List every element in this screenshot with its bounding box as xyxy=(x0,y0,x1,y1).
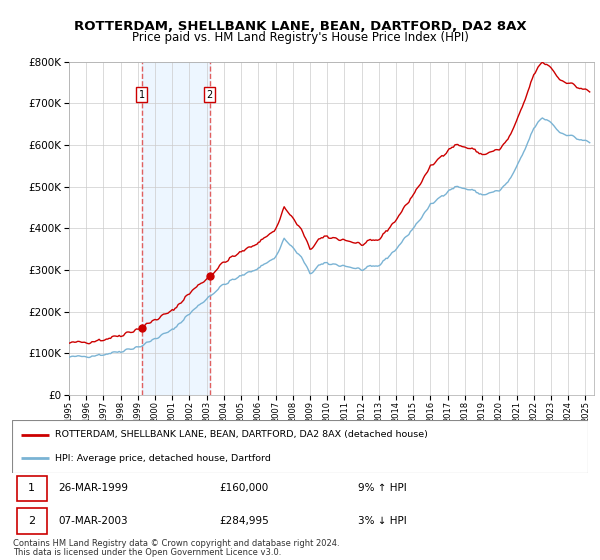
Text: Contains HM Land Registry data © Crown copyright and database right 2024.: Contains HM Land Registry data © Crown c… xyxy=(13,539,340,548)
FancyBboxPatch shape xyxy=(17,475,47,501)
Text: £284,995: £284,995 xyxy=(220,516,269,526)
Text: 07-MAR-2003: 07-MAR-2003 xyxy=(58,516,128,526)
Text: Price paid vs. HM Land Registry's House Price Index (HPI): Price paid vs. HM Land Registry's House … xyxy=(131,31,469,44)
Text: HPI: Average price, detached house, Dartford: HPI: Average price, detached house, Dart… xyxy=(55,454,271,463)
Text: 1: 1 xyxy=(139,90,145,100)
Text: 3% ↓ HPI: 3% ↓ HPI xyxy=(358,516,406,526)
Text: 2: 2 xyxy=(28,516,35,526)
Text: 26-MAR-1999: 26-MAR-1999 xyxy=(58,483,128,493)
Bar xyxy=(142,62,210,395)
Text: £160,000: £160,000 xyxy=(220,483,269,493)
Text: 9% ↑ HPI: 9% ↑ HPI xyxy=(358,483,406,493)
Text: 1: 1 xyxy=(28,483,35,493)
Text: 2: 2 xyxy=(206,90,213,100)
Text: ROTTERDAM, SHELLBANK LANE, BEAN, DARTFORD, DA2 8AX: ROTTERDAM, SHELLBANK LANE, BEAN, DARTFOR… xyxy=(74,20,526,32)
FancyBboxPatch shape xyxy=(17,508,47,534)
Text: ROTTERDAM, SHELLBANK LANE, BEAN, DARTFORD, DA2 8AX (detached house): ROTTERDAM, SHELLBANK LANE, BEAN, DARTFOR… xyxy=(55,431,428,440)
Text: This data is licensed under the Open Government Licence v3.0.: This data is licensed under the Open Gov… xyxy=(13,548,281,557)
